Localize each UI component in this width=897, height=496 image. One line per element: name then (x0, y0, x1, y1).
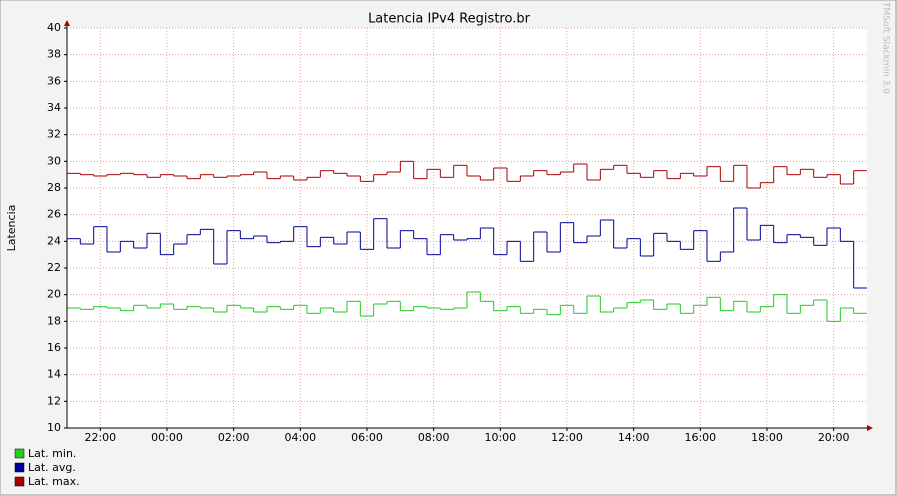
y-tick-label: 38 (47, 48, 61, 61)
y-tick-label: 24 (47, 234, 61, 247)
y-tick-label: 26 (47, 208, 61, 221)
legend-swatch (14, 448, 25, 459)
x-tick-label: 08:00 (418, 431, 450, 444)
chart-title: Latencia IPv4 Registro.br (368, 12, 531, 27)
legend-label: Lat. min. (28, 447, 76, 460)
y-tick-label: 12 (47, 394, 61, 407)
y-tick-label: 10 (47, 421, 61, 434)
x-arrow (867, 425, 873, 431)
x-tick-label: 22:00 (84, 431, 116, 444)
grid (64, 27, 867, 431)
y-tick-label: 18 (47, 314, 61, 327)
legend-label: Lat. avg. (28, 461, 76, 474)
x-tick-label: 10:00 (484, 431, 516, 444)
y-tick-label: 32 (47, 128, 61, 141)
x-tick-label: 20:00 (818, 431, 850, 444)
y-tick-label: 20 (47, 288, 61, 301)
x-tick-label: 16:00 (684, 431, 716, 444)
x-tick-label: 00:00 (151, 431, 183, 444)
y-tick-label: 40 (47, 21, 61, 34)
legend-swatch (14, 462, 25, 473)
x-tick-label: 06:00 (351, 431, 383, 444)
x-tick-label: 04:00 (284, 431, 316, 444)
legend-swatch (14, 476, 25, 487)
x-tick-label: 14:00 (618, 431, 650, 444)
x-tick-label: 02:00 (218, 431, 250, 444)
y-tick-label: 28 (47, 181, 61, 194)
x-tick-label: 18:00 (751, 431, 783, 444)
y-tick-label: 22 (47, 261, 61, 274)
y-axis-label: Latencia (5, 205, 18, 252)
legend-label: Lat. max. (28, 475, 80, 488)
y-tick-label: 36 (47, 74, 61, 87)
y-arrow (64, 20, 70, 26)
x-tick-label: 12:00 (551, 431, 583, 444)
y-tick-label: 16 (47, 341, 61, 354)
series-lines (67, 160, 867, 322)
y-tick-label: 30 (47, 154, 61, 167)
legend: Lat. min.Lat. avg.Lat. max. (14, 447, 80, 488)
watermark: TMSoft Slackmin 3.0 (881, 1, 891, 94)
y-tick-label: 34 (47, 101, 61, 114)
y-tick-label: 14 (47, 368, 61, 381)
